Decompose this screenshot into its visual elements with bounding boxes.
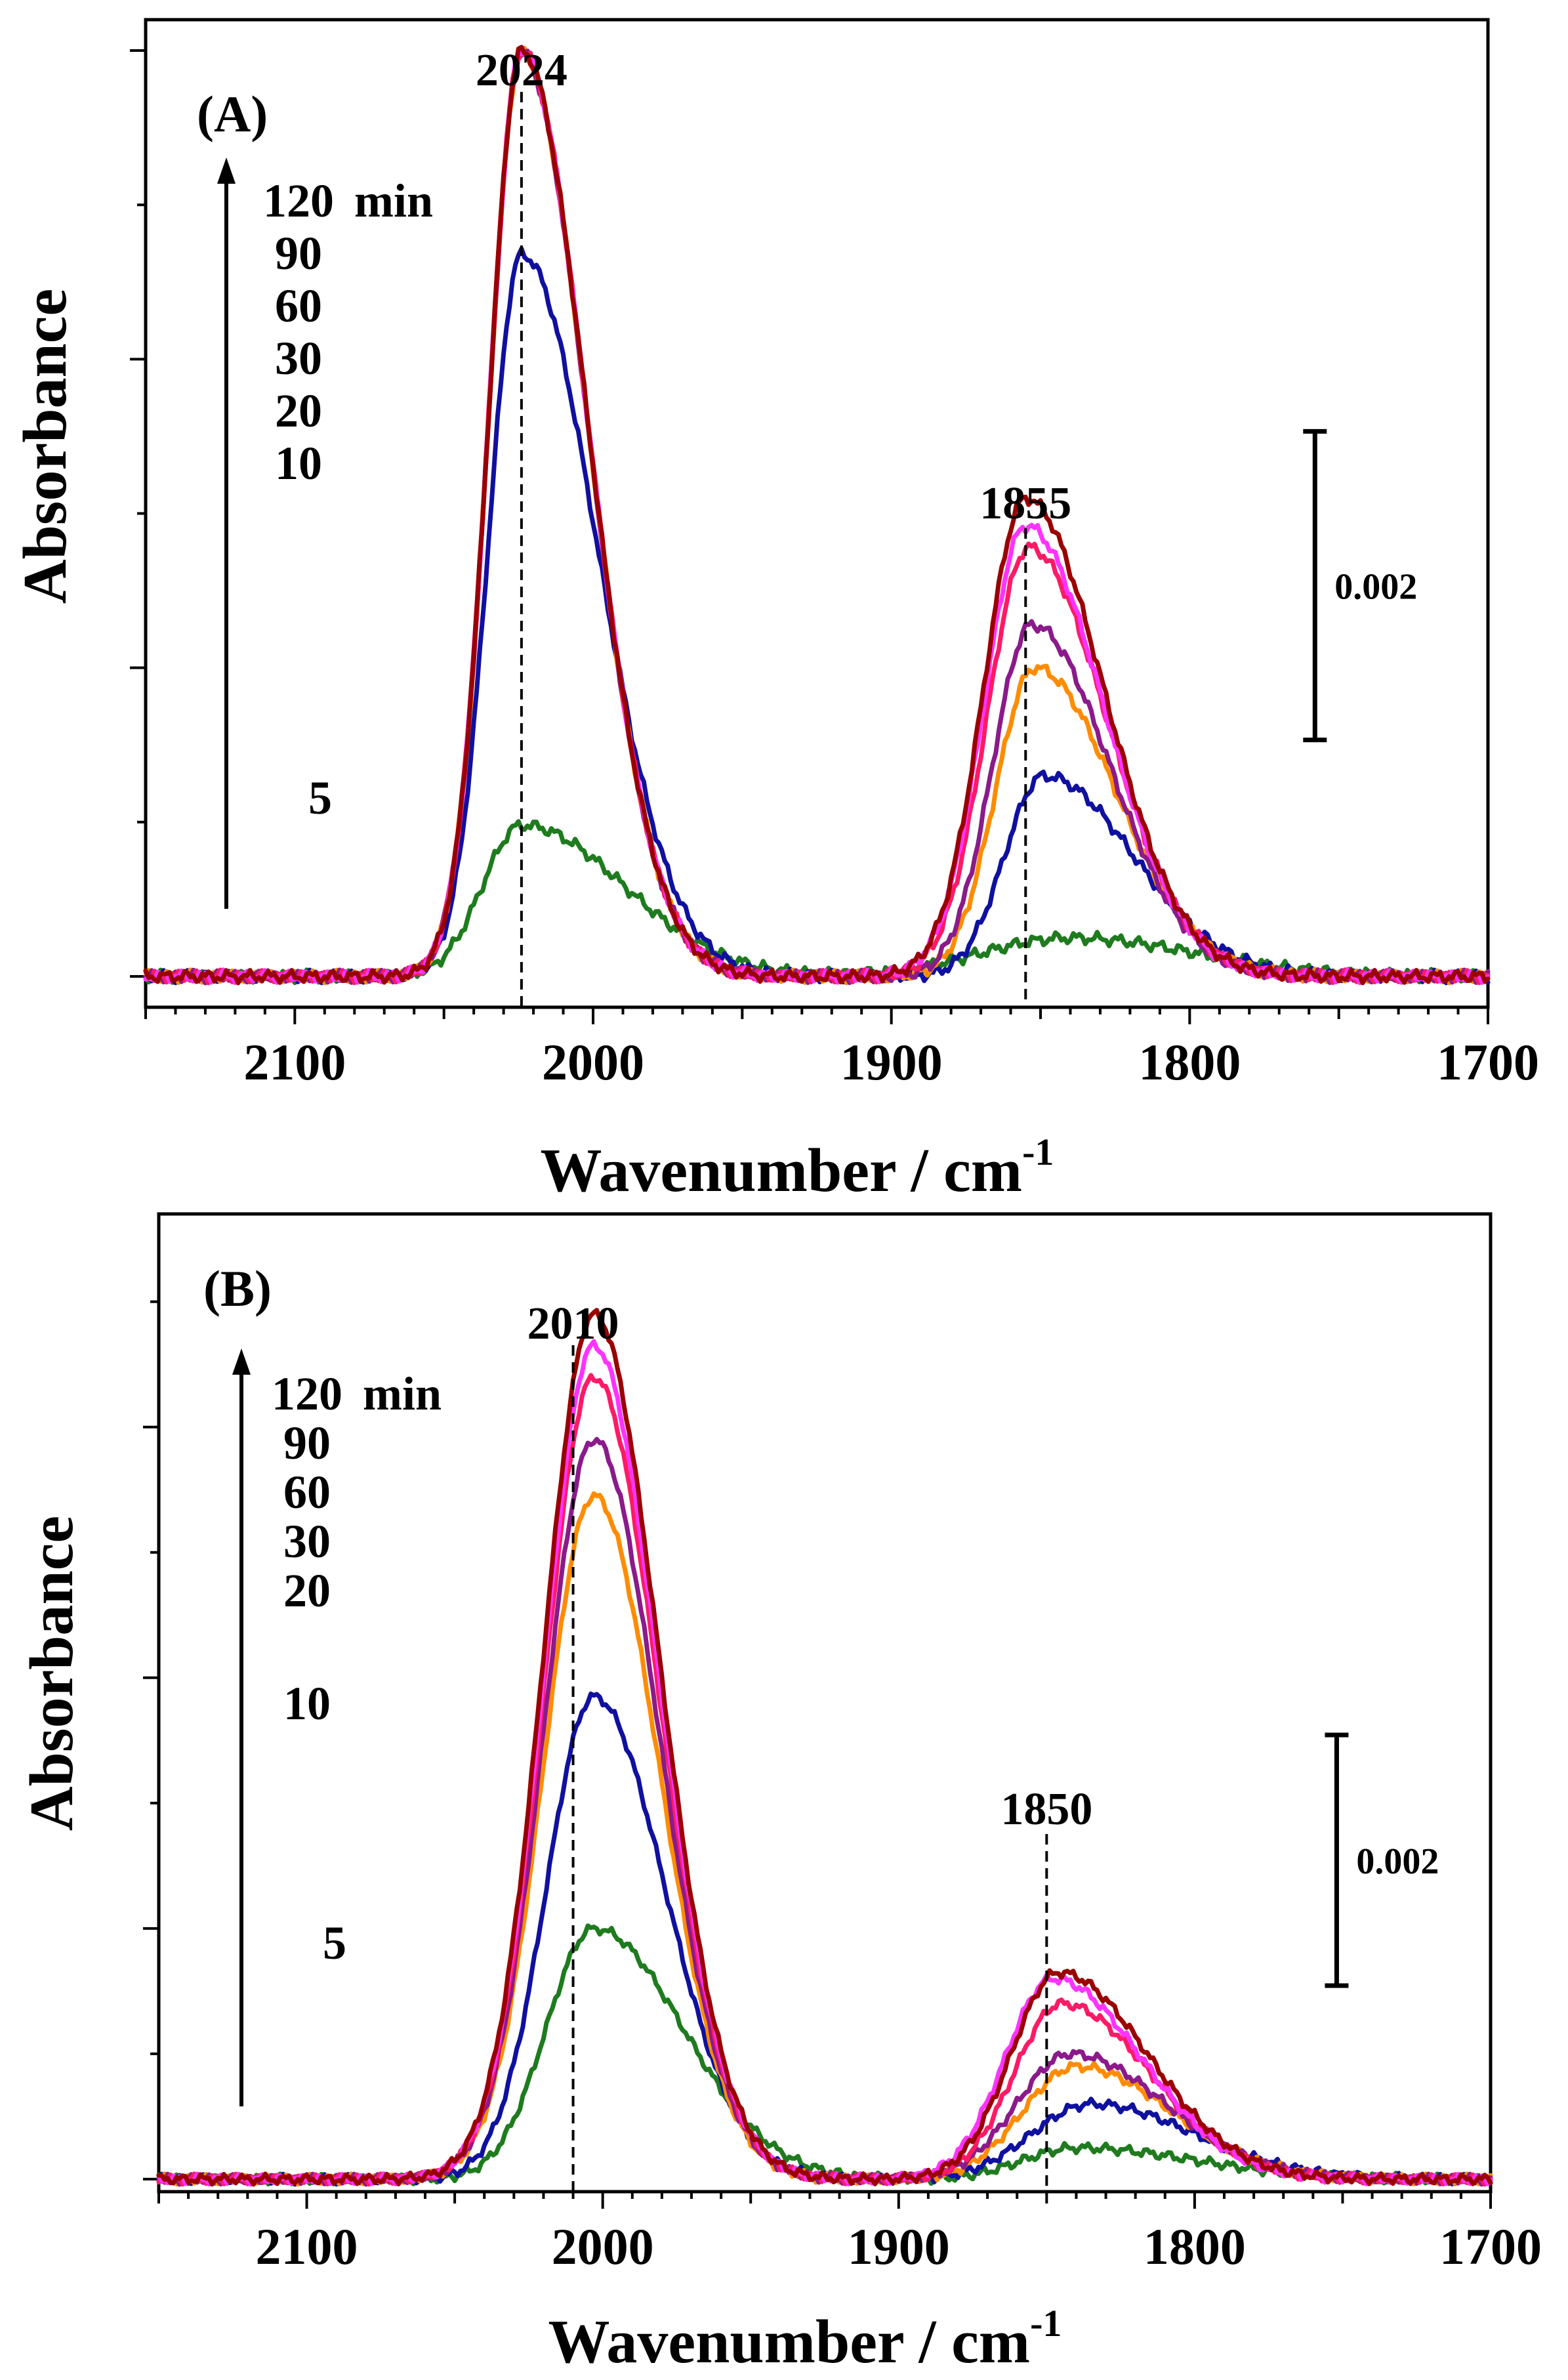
legend-entry-10: 10 bbox=[283, 1677, 331, 1730]
y-axis-title: Absorbance bbox=[18, 1516, 86, 1831]
chart-panel-a: 2100 2000 1900 1800 1700 Wavenumber / cm-1 Abs… bbox=[11, 18, 1539, 1205]
series-line-120min bbox=[143, 45, 1491, 986]
plot-frame bbox=[157, 1212, 1493, 2194]
x-tick-label: 2000 bbox=[542, 1033, 644, 1091]
legend-entry-60: 60 bbox=[275, 280, 322, 332]
x-tick-label: 1900 bbox=[840, 1033, 943, 1091]
series-line-60min bbox=[156, 1373, 1493, 2187]
scale-bar: 0.002 bbox=[1325, 1732, 1439, 1988]
x-tick-label: 2100 bbox=[256, 2218, 358, 2275]
scale-bar: 0.002 bbox=[1303, 428, 1417, 743]
series-line-90min bbox=[143, 49, 1491, 986]
legend-entry-90: 90 bbox=[283, 1417, 331, 1469]
series-line-30min bbox=[156, 1436, 1493, 2187]
series-line-5min bbox=[143, 819, 1491, 986]
series-line-10min bbox=[143, 246, 1491, 986]
spectra-curves bbox=[156, 1308, 1493, 2187]
legend-unit: min bbox=[354, 175, 433, 227]
legend-entry-10: 10 bbox=[275, 437, 322, 490]
plot-frame bbox=[144, 18, 1490, 1009]
x-axis-title-superscript: -1 bbox=[1022, 1131, 1054, 1173]
peak-label: 1850 bbox=[1001, 1784, 1092, 1835]
scale-bar-label: 0.002 bbox=[1334, 567, 1417, 608]
x-axis-title: Wavenumber / cm-1 bbox=[548, 2302, 1062, 2376]
series-line-10min bbox=[156, 1691, 1493, 2187]
legend-entry-30: 30 bbox=[275, 332, 322, 385]
x-tick-label: 1800 bbox=[1144, 2218, 1246, 2275]
x-tick-label: 1700 bbox=[1437, 1033, 1539, 1091]
x-axis-title-superscript: -1 bbox=[1030, 2302, 1062, 2345]
legend-entry-5: 5 bbox=[323, 1917, 346, 1969]
x-tick-label: 2000 bbox=[552, 2218, 654, 2275]
chart-panel-b: 2100 2000 1900 1800 1700 Wavenumber / cm-1 Abs… bbox=[18, 1212, 1542, 2376]
legend-entry-20: 20 bbox=[283, 1564, 331, 1617]
legend-entry-5: 5 bbox=[308, 772, 332, 824]
time-arrow-head bbox=[217, 157, 236, 184]
peak-label: 2024 bbox=[476, 45, 567, 96]
series-line-20min bbox=[143, 46, 1491, 986]
x-tick-label: 2100 bbox=[243, 1033, 346, 1091]
time-arrow-head bbox=[232, 1348, 251, 1375]
x-tick-label: 1700 bbox=[1439, 2218, 1542, 2275]
legend-entry-90: 90 bbox=[275, 227, 322, 280]
panel-label: (A) bbox=[197, 85, 268, 142]
series-line-30min bbox=[143, 49, 1491, 986]
legend-entry-60: 60 bbox=[283, 1466, 331, 1518]
series-line-5min bbox=[156, 1923, 1493, 2187]
series-line-90min bbox=[156, 1339, 1493, 2187]
peak-label: 2010 bbox=[527, 1299, 619, 1349]
legend-entry-20: 20 bbox=[275, 385, 322, 437]
x-tick-label: 1900 bbox=[848, 2218, 950, 2275]
x-axis-title: Wavenumber / cm-1 bbox=[541, 1131, 1054, 1205]
legend-unit: min bbox=[363, 1367, 442, 1420]
legend-entry-120: 120 bbox=[263, 175, 334, 227]
peak-label: 1855 bbox=[980, 478, 1071, 529]
panel-label: (B) bbox=[203, 1260, 272, 1317]
scale-bar-label: 0.002 bbox=[1356, 1841, 1439, 1882]
series-line-60min bbox=[143, 49, 1491, 986]
legend-entry-30: 30 bbox=[283, 1515, 331, 1568]
series-line-20min bbox=[156, 1491, 1493, 2187]
legend-entry-120: 120 bbox=[272, 1367, 342, 1420]
y-axis-title: Absorbance bbox=[11, 289, 79, 604]
x-tick-label: 1800 bbox=[1138, 1033, 1241, 1091]
series-line-120min bbox=[156, 1308, 1493, 2187]
spectra-curves bbox=[143, 45, 1491, 986]
